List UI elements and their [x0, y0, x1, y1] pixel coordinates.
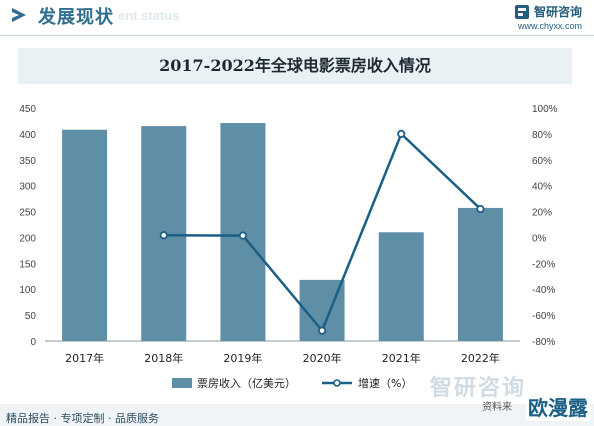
- left-axis-tick-label: 400: [19, 130, 36, 141]
- brand-block: 智研咨询 www.chyxx.com: [514, 3, 582, 31]
- bar-series: [62, 123, 503, 341]
- chart-title-banner: 2017-2022年全球电影票房收入情况: [18, 48, 572, 84]
- legend-bar-label: 票房收入（亿美元）: [197, 376, 296, 390]
- left-axis-tick-label: 150: [19, 259, 36, 270]
- x-axis-tick-label: 2021年: [382, 351, 421, 365]
- line-series: [159, 129, 485, 335]
- right-axis: -80% -60% -40% -20% 0% 20% 40% 60% 80% 100%: [532, 104, 558, 348]
- legend-line-label: 增速（%）: [358, 376, 412, 390]
- left-axis-tick-label: 200: [19, 233, 36, 244]
- legend-line-marker: [333, 379, 341, 387]
- right-axis-tick-label: 40%: [532, 182, 552, 193]
- x-axis-tick-label: 2022年: [461, 351, 500, 365]
- bar: [62, 129, 108, 341]
- section-title: 发展现状: [38, 7, 114, 28]
- right-axis-tick-label: 0%: [532, 233, 547, 244]
- growth-point: [397, 129, 406, 138]
- x-axis-tick-label: 2018年: [144, 351, 183, 365]
- footer-band: [0, 404, 594, 426]
- legend: 票房收入（亿美元） 增速（%）: [172, 376, 412, 390]
- growth-point: [476, 204, 485, 214]
- bar: [457, 207, 503, 341]
- bar: [378, 232, 424, 341]
- legend-bar-swatch: [172, 378, 192, 388]
- right-axis-tick-label: -20%: [532, 259, 555, 270]
- growth-point: [238, 231, 248, 240]
- brand-url: www.chyxx.com: [517, 21, 582, 31]
- growth-point: [317, 326, 327, 335]
- footer-services: 精品报告 · 专项定制 · 品质服务: [6, 412, 159, 425]
- growth-point: [159, 231, 168, 240]
- right-axis-tick-label: 80%: [532, 130, 552, 141]
- section-subtitle: ent status: [118, 8, 180, 23]
- x-axis-ticks: 2017年 2018年 2019年 2020年 2021年 2022年: [65, 351, 500, 365]
- x-axis-tick-label: 2020年: [303, 351, 342, 365]
- chart-title: 2017-2022年全球电影票房收入情况: [159, 56, 431, 75]
- left-axis-tick-label: 0: [30, 337, 36, 348]
- left-axis-tick-label: 350: [19, 156, 36, 167]
- left-axis-tick-label: 100: [19, 285, 36, 296]
- x-axis-tick-label: 2017年: [65, 351, 104, 365]
- corner-stamp: 欧漫露: [526, 392, 590, 421]
- right-axis-tick-label: -60%: [532, 311, 555, 322]
- brand-name: 智研咨询: [533, 5, 582, 19]
- brand-logo-icon: [514, 4, 529, 19]
- source-note: 资料来: [482, 402, 512, 413]
- top-header: ent status 发展现状 智研咨询 www.chyxx.com: [0, 0, 594, 34]
- right-axis-tick-label: 60%: [532, 156, 552, 167]
- watermark-brand: 智研咨询: [430, 376, 527, 401]
- left-axis-tick-label: 450: [19, 104, 36, 115]
- right-axis-tick-label: -80%: [532, 337, 555, 348]
- left-axis: 0 50 100 150 200 250 300 350 400 450: [19, 104, 36, 348]
- x-axis-tick-label: 2019年: [223, 351, 262, 365]
- left-axis-tick-label: 250: [19, 208, 36, 219]
- right-axis-tick-label: 100%: [532, 104, 558, 115]
- section-marker-icon: [12, 8, 26, 22]
- right-axis-tick-label: -40%: [532, 285, 555, 296]
- left-axis-tick-label: 50: [25, 311, 37, 322]
- left-axis-tick-label: 300: [19, 182, 36, 193]
- right-axis-tick-label: 20%: [532, 208, 552, 219]
- header-divider: [0, 35, 594, 36]
